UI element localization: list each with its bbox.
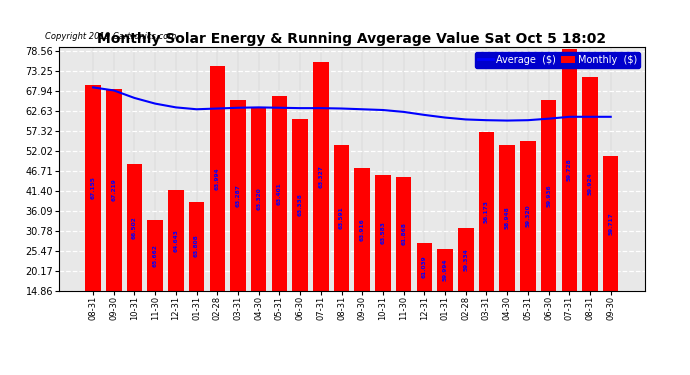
Text: 59.924: 59.924 xyxy=(587,172,593,195)
Text: 63.320: 63.320 xyxy=(256,188,262,210)
Bar xyxy=(562,49,577,291)
Bar xyxy=(293,118,308,291)
Bar xyxy=(251,107,266,291)
Text: 67.155: 67.155 xyxy=(90,176,96,199)
Bar xyxy=(355,168,370,291)
Bar xyxy=(106,88,121,291)
Bar xyxy=(210,66,225,291)
Text: 61.868: 61.868 xyxy=(401,222,406,245)
Text: 63.327: 63.327 xyxy=(318,165,324,188)
Text: 56.173: 56.173 xyxy=(484,200,489,223)
Legend: Average  ($), Monthly  ($): Average ($), Monthly ($) xyxy=(475,52,640,68)
Bar xyxy=(272,96,287,291)
Bar xyxy=(458,228,473,291)
Bar xyxy=(479,132,494,291)
Text: 63.916: 63.916 xyxy=(359,218,365,240)
Text: 65.662: 65.662 xyxy=(152,244,158,267)
Text: 63.994: 63.994 xyxy=(215,167,220,190)
Text: 63.287: 63.287 xyxy=(235,184,241,207)
Bar xyxy=(541,100,556,291)
Text: Copyright 2019 Cartronics.com: Copyright 2019 Cartronics.com xyxy=(45,32,176,41)
Text: 63.591: 63.591 xyxy=(339,207,344,229)
Bar xyxy=(230,100,246,291)
Text: 64.643: 64.643 xyxy=(173,229,179,252)
Text: 59.936: 59.936 xyxy=(546,184,551,207)
Bar xyxy=(500,145,515,291)
Bar xyxy=(520,141,535,291)
Bar xyxy=(168,190,184,291)
Bar xyxy=(375,175,391,291)
Bar xyxy=(437,249,453,291)
Text: 63.338: 63.338 xyxy=(297,193,303,216)
Bar xyxy=(86,85,101,291)
Title: Monthly Solar Energy & Running Avgerage Value Sat Oct 5 18:02: Monthly Solar Energy & Running Avgerage … xyxy=(97,32,607,46)
Text: 63.401: 63.401 xyxy=(277,182,282,205)
Text: 63.583: 63.583 xyxy=(380,222,386,245)
Text: 66.502: 66.502 xyxy=(132,216,137,238)
Bar xyxy=(396,177,411,291)
Text: 59.728: 59.728 xyxy=(566,158,572,181)
Bar xyxy=(603,156,618,291)
Text: 67.219: 67.219 xyxy=(111,178,117,201)
Text: 61.039: 61.039 xyxy=(422,255,427,278)
Text: 59.334: 59.334 xyxy=(463,248,469,271)
Text: 59.320: 59.320 xyxy=(525,205,531,227)
Bar xyxy=(313,62,328,291)
Bar xyxy=(582,77,598,291)
Bar xyxy=(148,220,163,291)
Bar xyxy=(189,202,204,291)
Bar xyxy=(334,145,349,291)
Text: 59.717: 59.717 xyxy=(608,212,613,235)
Text: 63.808: 63.808 xyxy=(194,235,199,258)
Text: 58.948: 58.948 xyxy=(504,207,510,229)
Text: 59.994: 59.994 xyxy=(442,258,448,281)
Bar xyxy=(417,243,432,291)
Bar xyxy=(127,164,142,291)
